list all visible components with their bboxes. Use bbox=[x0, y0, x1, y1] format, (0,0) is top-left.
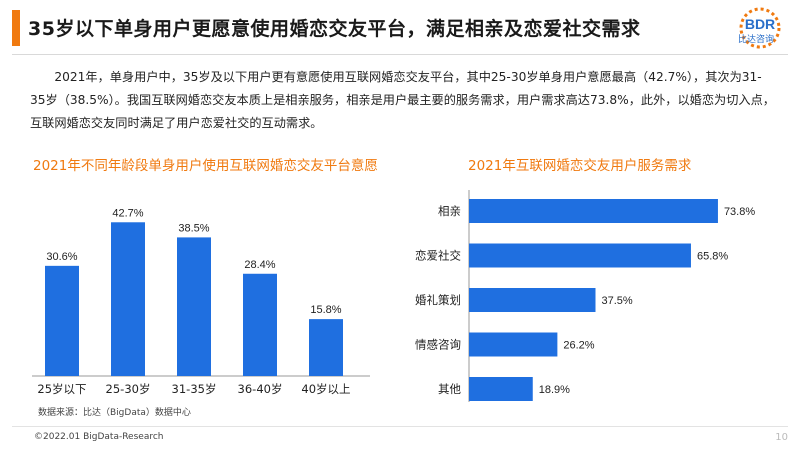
hbar-value-label: 18.9% bbox=[539, 384, 570, 396]
hbar-value-label: 26.2% bbox=[563, 340, 594, 352]
category-label: 25岁以下 bbox=[37, 382, 86, 396]
copyright-text: ©2022.01 BigData-Research bbox=[34, 432, 164, 442]
hbar-2 bbox=[469, 288, 596, 312]
bar-3 bbox=[243, 273, 277, 376]
right-chart-title: 2021年互联网婚恋交友用户服务需求 bbox=[468, 158, 692, 174]
data-source-note: 数据来源：比达（BigData）数据中心 bbox=[38, 408, 191, 418]
category-label: 其他 bbox=[438, 382, 461, 396]
category-label: 情感咨询 bbox=[415, 338, 461, 352]
bar-value-label: 15.8% bbox=[310, 304, 341, 316]
category-label: 25-30岁 bbox=[106, 382, 151, 396]
category-label: 40岁以上 bbox=[301, 382, 350, 396]
title-accent-bar bbox=[12, 10, 20, 46]
category-label: 婚礼策划 bbox=[415, 293, 461, 307]
bdr-logo-icon: BDR bbox=[739, 7, 781, 49]
logo-text: BDR bbox=[745, 16, 775, 32]
bar-value-label: 42.7% bbox=[112, 207, 143, 219]
age-willingness-bar-chart: 30.6% 25岁以下 42.7% 25-30岁 38.5% 31-35岁 28.4% 36-… bbox=[32, 207, 370, 396]
category-label: 31-35岁 bbox=[172, 382, 217, 396]
bar-0 bbox=[45, 265, 79, 376]
bar-1 bbox=[111, 222, 145, 376]
category-label: 相亲 bbox=[438, 204, 461, 218]
hbar-1 bbox=[469, 243, 691, 268]
logo-subtext: 比达咨询 bbox=[738, 35, 775, 45]
service-demand-bar-chart: 相亲 73.8% 恋爱社交 65.8% 婚礼策划 37.5% 情感咨询 26.2% 其他 18.9… bbox=[415, 190, 755, 402]
page-number: 10 bbox=[775, 432, 788, 443]
bar-value-label: 30.6% bbox=[46, 251, 77, 263]
category-label: 36-40岁 bbox=[238, 382, 283, 396]
left-chart-title: 2021年不同年龄段单身用户使用互联网婚恋交友平台意愿 bbox=[33, 158, 378, 174]
bar-2 bbox=[177, 237, 211, 376]
hbar-3 bbox=[469, 332, 558, 357]
bar-4 bbox=[309, 319, 343, 376]
hbar-value-label: 73.8% bbox=[724, 206, 755, 218]
bar-value-label: 38.5% bbox=[178, 222, 209, 234]
hbar-0 bbox=[469, 199, 718, 223]
footer-divider bbox=[12, 426, 788, 427]
hbar-value-label: 65.8% bbox=[697, 251, 728, 263]
bar-value-label: 28.4% bbox=[244, 259, 275, 271]
category-label: 恋爱社交 bbox=[415, 249, 461, 263]
hbar-4 bbox=[469, 377, 533, 401]
summary-paragraph: 2021年，单身用户中，35岁及以下用户更有意愿使用互联网婚恋交友平台，其中25… bbox=[30, 70, 775, 130]
page-title: 35岁以下单身用户更愿意使用婚恋交友平台，满足相亲及恋爱社交需求 bbox=[28, 18, 641, 40]
header-divider bbox=[12, 54, 788, 55]
hbar-value-label: 37.5% bbox=[602, 295, 633, 307]
